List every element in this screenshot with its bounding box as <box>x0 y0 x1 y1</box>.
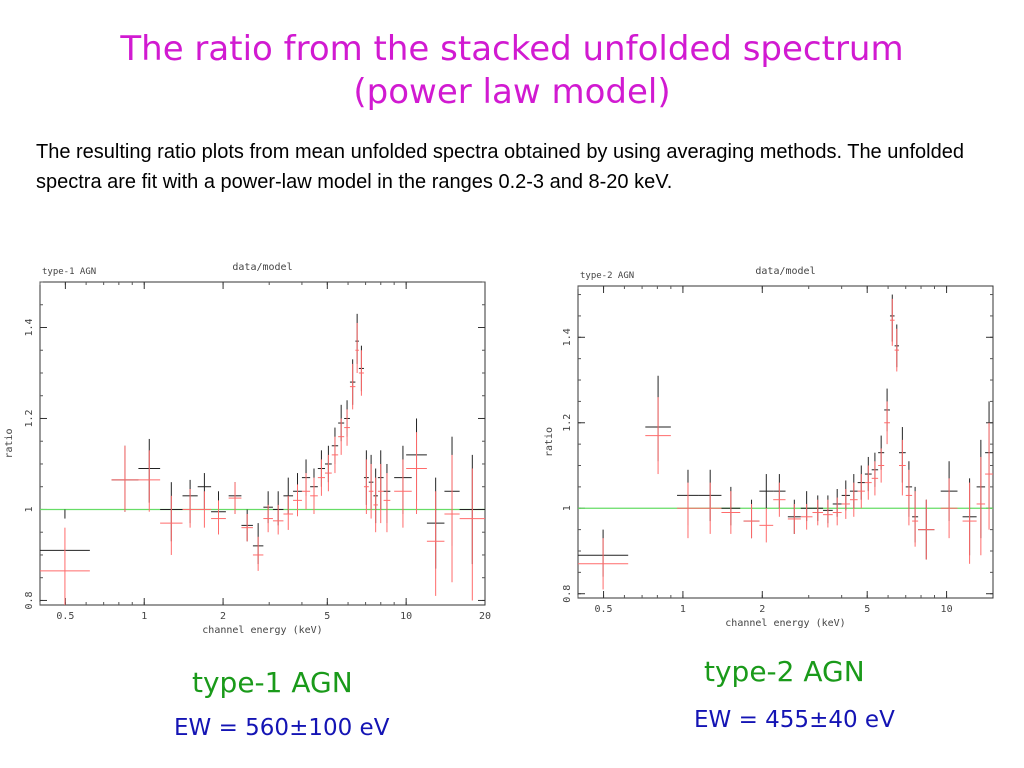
type-1-ratio-plot: data/model type-1 AGN channel energy (keV)… <box>4 262 491 636</box>
type-2-y-tick-label: 1 <box>562 505 573 511</box>
type-1-x-tick-label: 1 <box>141 611 147 622</box>
type-1-y-tick-label: 1.4 <box>24 318 35 336</box>
type-1-panel-label: type-1 AGN <box>42 267 96 277</box>
type-1-x-tick-label: 0.5 <box>56 611 74 622</box>
type-1-plot-title: data/model <box>232 262 292 273</box>
type-2-y-axis-label: ratio <box>544 427 555 457</box>
type-1-x-tick-label: 20 <box>479 611 491 622</box>
type-2-x-tick-label: 5 <box>864 604 870 615</box>
type-1-y-axis-label: ratio <box>4 428 15 458</box>
type-2-equivalent-width: EW = 455±40 eV <box>694 707 895 733</box>
type-2-panel-label: type-2 AGN <box>580 271 634 281</box>
type-1-caption: type-1 AGN <box>192 666 353 699</box>
slide-title-line-2: (power law model) <box>353 72 671 112</box>
type-1-x-tick-label: 10 <box>400 611 412 622</box>
type-2-y-tick-label: 1.2 <box>562 414 573 432</box>
type-1-y-tick-label: 1 <box>24 506 35 512</box>
type-1-equivalent-width: EW = 560±100 eV <box>174 715 390 741</box>
type-2-plot-frame <box>577 285 994 599</box>
type-2-y-tick-label: 0.8 <box>562 585 573 603</box>
slide-title-line-1: The ratio from the stacked unfolded spec… <box>120 29 904 69</box>
type-2-x-tick-label: 2 <box>759 604 765 615</box>
type-2-ratio-plot: data/model type-2 AGN channel energy (keV)… <box>544 266 994 629</box>
slide-description: The resulting ratio plots from mean unfo… <box>36 141 964 193</box>
type-1-x-tick-label: 5 <box>324 611 330 622</box>
type-2-caption: type-2 AGN <box>704 655 865 688</box>
type-2-x-axis-label: channel energy (keV) <box>725 618 845 629</box>
type-1-y-tick-label: 1.2 <box>24 409 35 427</box>
slide-title: The ratio from the stacked unfolded spec… <box>0 28 1024 114</box>
type-2-plot-title: data/model <box>755 266 815 277</box>
type-1-y-tick-label: 0.8 <box>24 591 35 609</box>
type-2-x-tick-label: 0.5 <box>595 604 613 615</box>
type-1-x-tick-label: 2 <box>220 611 226 622</box>
type-2-y-tick-label: 1.4 <box>562 328 573 346</box>
type-1-x-axis-label: channel energy (keV) <box>202 625 322 636</box>
type-1-plot-frame <box>39 281 486 606</box>
type-2-x-tick-label: 1 <box>680 604 686 615</box>
type-2-x-tick-label: 10 <box>941 604 953 615</box>
